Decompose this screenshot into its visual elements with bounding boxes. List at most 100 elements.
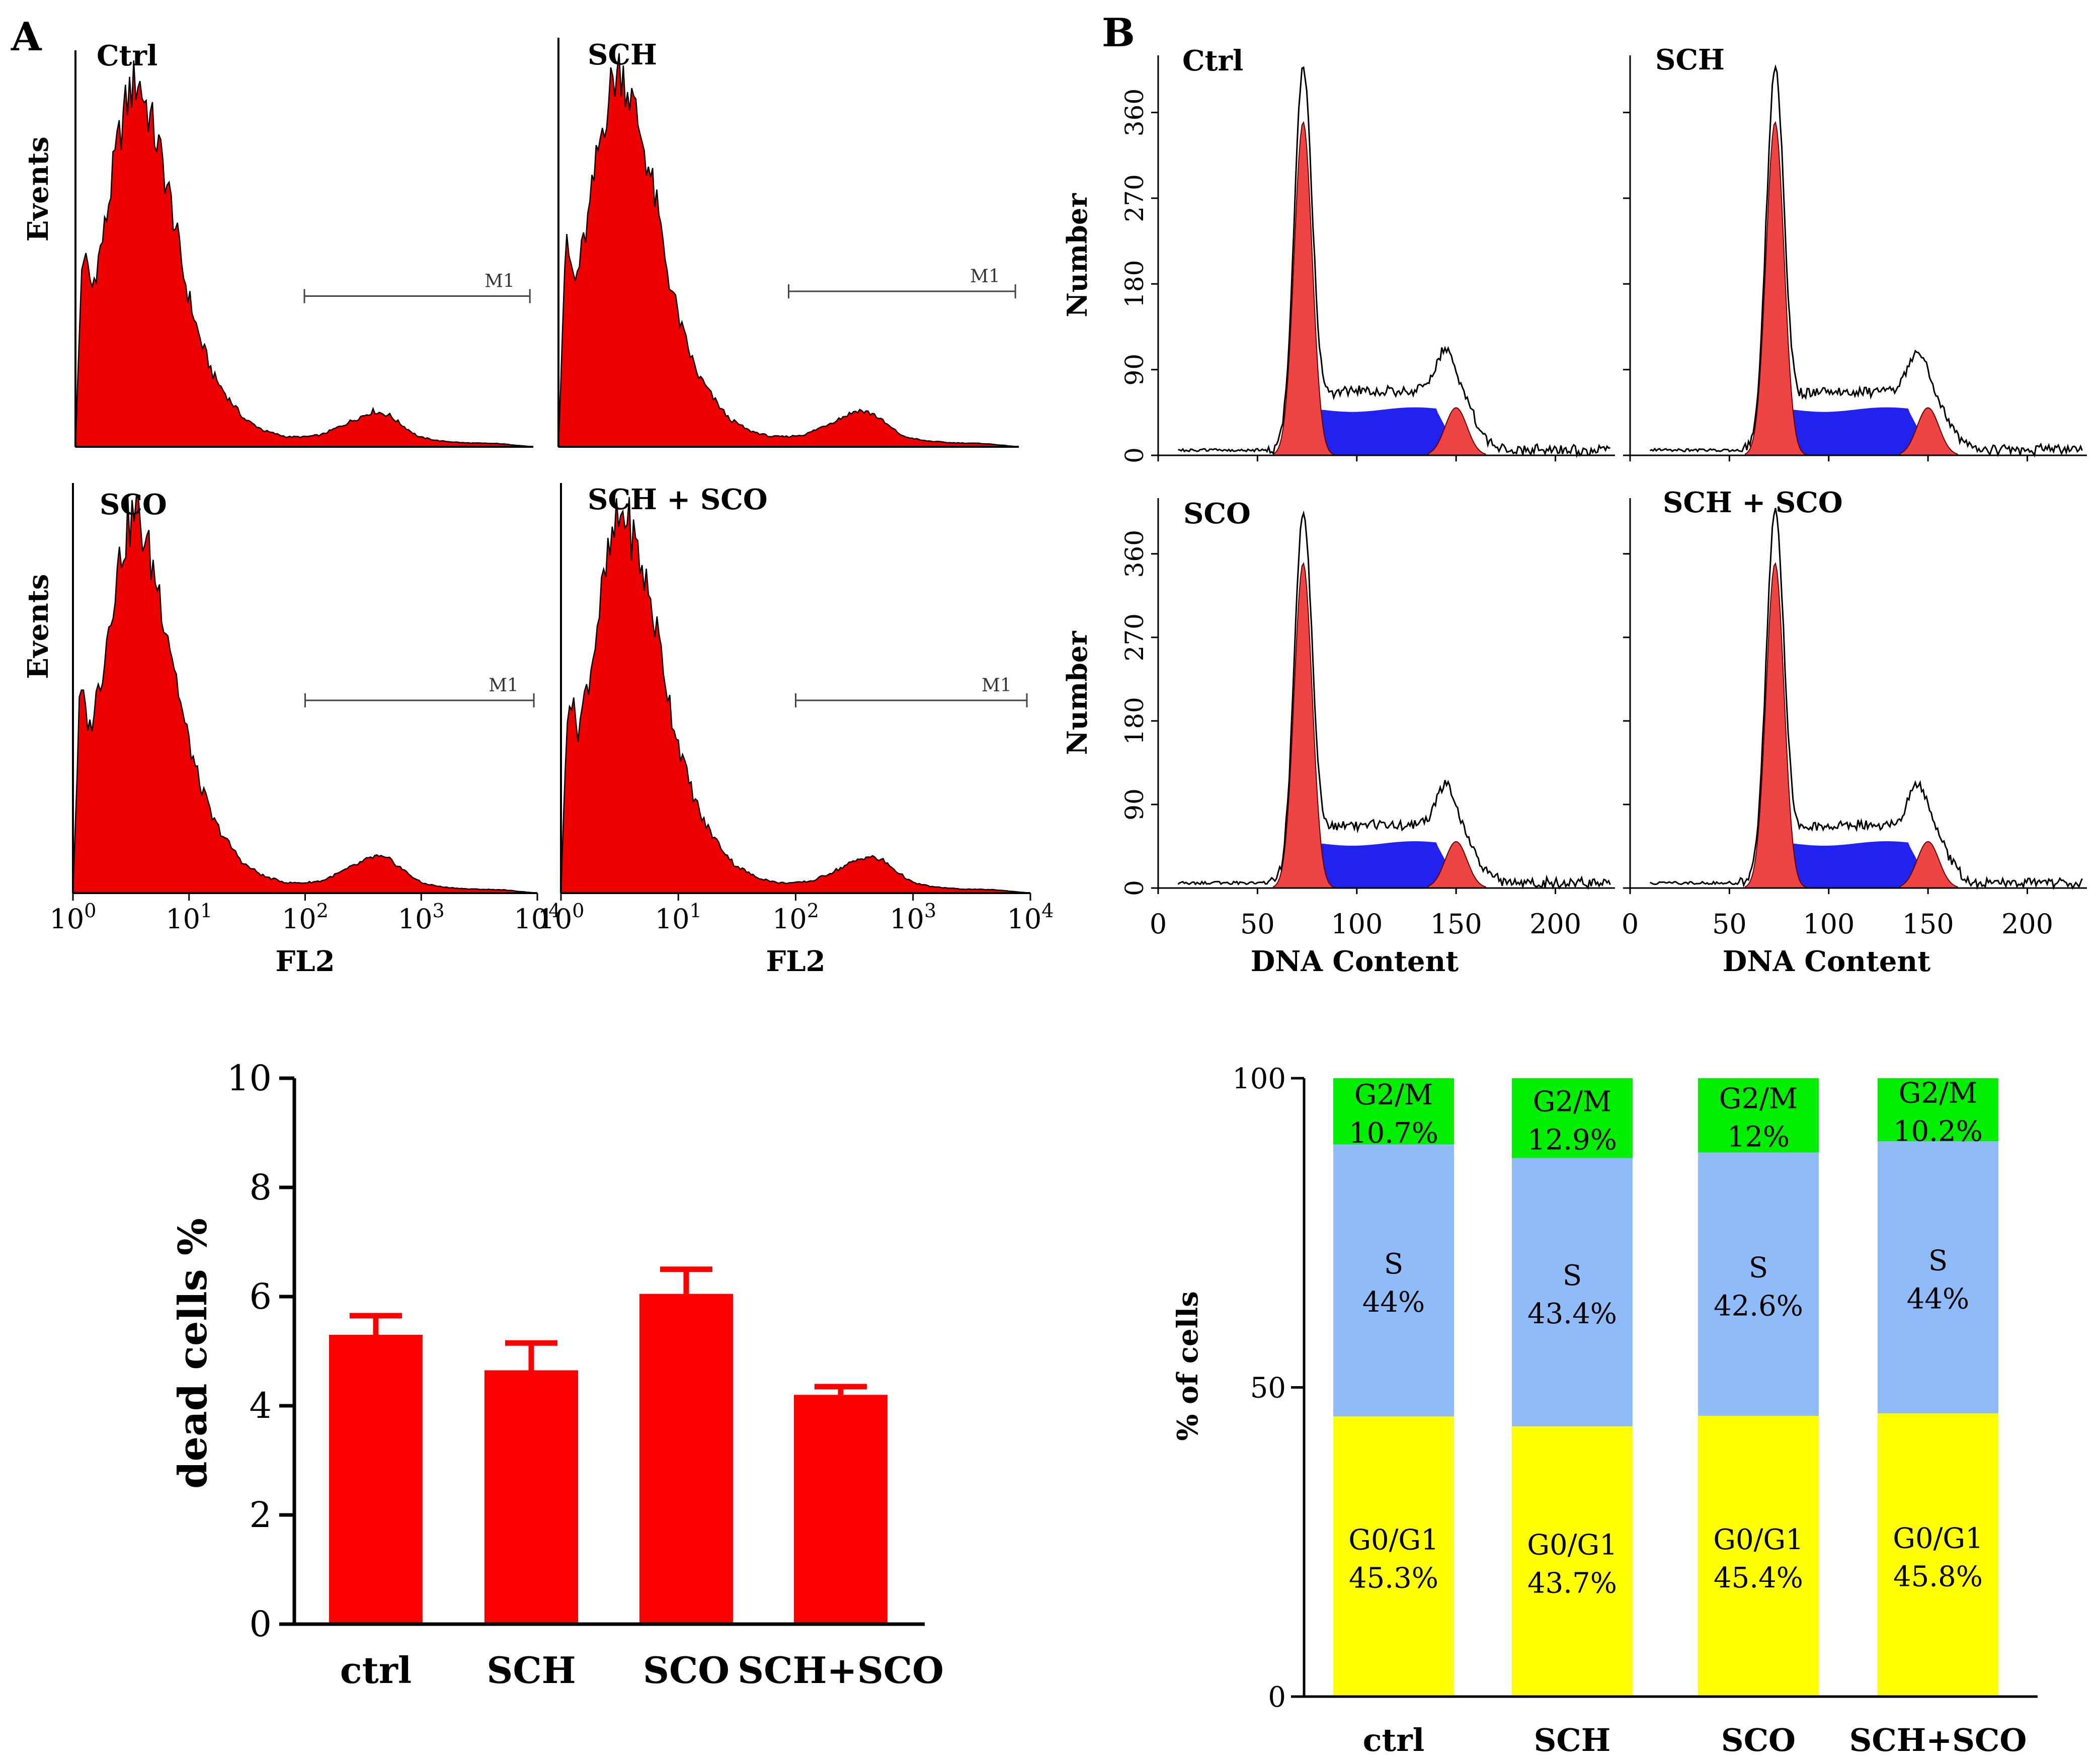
dna-panel-sco: 0 90 180 270 360 SCO Number 0 50 100 150 200 DNA Con… — [1061, 497, 1615, 978]
segment-value-label: 12.9% — [1527, 1124, 1617, 1156]
fl2-histogram-area — [560, 497, 1031, 894]
segment-phase-label: G0/G1 — [1893, 1522, 1983, 1555]
fl2-x-tick-label: 101 — [655, 900, 702, 935]
fl2-x-tick-label: 100 — [538, 900, 585, 935]
cycle-y-tick-label: 100 — [1232, 1063, 1286, 1095]
segment-g2-m — [1512, 1078, 1633, 1158]
tick-base: 10 — [1007, 903, 1042, 935]
segment-g2-m — [1333, 1078, 1454, 1145]
dead-y-tick-label: 4 — [249, 1385, 272, 1426]
dead-y-tick-label: 6 — [249, 1276, 272, 1317]
x-tick-label-sch-sco: SCH+SCO — [738, 1649, 944, 1692]
s-phase-area — [1309, 841, 1461, 888]
tick-base: 10 — [166, 903, 200, 935]
segment-g0-g1 — [1512, 1426, 1633, 1697]
dna-panel-title: SCH + SCO — [1663, 486, 1843, 519]
segment-phase-label: G0/G1 — [1713, 1524, 1804, 1556]
dna-panel-title: SCH — [1655, 43, 1725, 76]
segment-value-label: 10.7% — [1349, 1117, 1438, 1150]
segment-phase-label: G0/G1 — [1348, 1524, 1439, 1557]
g1-peak-area — [1273, 562, 1341, 889]
cycle-bar-group-sco: G0/G1 45.4% S 42.6% G2/M 12% SCO — [1698, 1078, 1819, 1758]
dna-x-tick-label: 200 — [1529, 908, 1581, 940]
x-tick-label-sch: SCH — [1534, 1722, 1611, 1758]
segment-phase-label: G2/M — [1719, 1083, 1798, 1115]
dna-y-axis-label: Number — [1061, 631, 1093, 755]
segment-value-label: 44% — [1362, 1286, 1425, 1319]
g1-peak-area — [1273, 121, 1341, 456]
fl2-x-axis-label: FL2 — [766, 945, 825, 978]
dead-cells-bar-chart: ctrl SCH SCO SCH+SCO 0 2 4 6 8 10 dead cells % — [170, 1058, 944, 1692]
segment-s — [1878, 1141, 1998, 1414]
fl2-x-tick-label: 103 — [398, 900, 445, 935]
segment-g2-m — [1698, 1078, 1819, 1153]
tick-exponent: 0 — [84, 900, 96, 922]
dna-x-axis-label: DNA Content — [1723, 945, 1931, 978]
fl2-histogram-area — [557, 53, 1019, 448]
fl2-x-tick-label: 101 — [166, 900, 212, 935]
dna-panel-ctrl: 0 90 180 270 360 Ctrl Number — [1061, 44, 1615, 463]
dna-envelope-line — [1177, 510, 1611, 890]
tick-exponent: 1 — [200, 900, 212, 922]
cycle-y-tick-label: 50 — [1250, 1372, 1286, 1405]
fl2-panel-sco: M1 SCO Events — [22, 483, 538, 894]
fl2-y-axis-label: Events — [22, 136, 55, 242]
g1-peak-area — [1745, 121, 1813, 456]
panel-label-b: B — [1102, 10, 1135, 56]
fl2-panel-title: SCO — [100, 488, 167, 521]
segment-phase-label: S — [1928, 1245, 1948, 1277]
dna-envelope-line — [1649, 508, 2083, 891]
cycle-y-tick-label: 0 — [1268, 1681, 1286, 1714]
bar-sco — [639, 1294, 733, 1624]
dna-x-tick-label: 100 — [1803, 908, 1854, 940]
g1-peak-area — [1745, 562, 1813, 889]
g2-peak-area — [1427, 841, 1487, 889]
g2-peak-area — [1899, 407, 1959, 456]
tick-base: 10 — [282, 903, 316, 935]
x-tick-label-sco: SCO — [1721, 1722, 1796, 1758]
fl2-panel-title: Ctrl — [97, 39, 157, 72]
dna-x-tick-label: 50 — [1712, 908, 1747, 940]
segment-phase-label: S — [1749, 1251, 1768, 1284]
cycle-bar-group-sch: G0/G1 43.7% S 43.4% G2/M 12.9% SCH — [1512, 1078, 1633, 1758]
segment-phase-label: G2/M — [1354, 1079, 1433, 1111]
segment-value-label: 43.7% — [1527, 1567, 1617, 1599]
dna-y-tick-label: 270 — [1120, 174, 1149, 222]
tick-base: 10 — [772, 903, 807, 935]
dead-y-tick-label: 10 — [227, 1058, 272, 1099]
tick-exponent: 3 — [924, 900, 936, 922]
g2-peak-area — [1899, 841, 1959, 889]
dna-x-tick-label: 0 — [1150, 908, 1167, 940]
fl2-panel-ctrl: M1 Ctrl Events — [22, 39, 534, 448]
s-phase-area — [1781, 841, 1932, 888]
dna-x-tick-label: 100 — [1331, 908, 1383, 940]
dead-y-tick-label: 2 — [249, 1494, 272, 1536]
cycle-bar-group-sch-sco: G0/G1 45.8% S 44% G2/M 10.2% SCH+SCO — [1849, 1077, 2027, 1758]
tick-base: 10 — [50, 903, 85, 935]
segment-value-label: 45.3% — [1349, 1562, 1438, 1595]
fl2-histogram-area — [74, 60, 534, 448]
s-phase-area — [1781, 407, 1932, 455]
x-tick-label-sch: SCH — [487, 1649, 576, 1692]
g2-peak-area — [1427, 407, 1487, 456]
x-tick-label-ctrl: ctrl — [1363, 1722, 1425, 1758]
dna-y-tick-label: 180 — [1120, 260, 1149, 308]
dna-panel-sch-sco: SCH + SCO 0 50 100 150 200 DNA Content — [1622, 486, 2087, 978]
tick-exponent: 4 — [1041, 900, 1054, 922]
segment-value-label: 42.6% — [1714, 1290, 1803, 1322]
dead-y-tick-label: 8 — [249, 1167, 272, 1208]
tick-base: 10 — [890, 903, 924, 935]
dna-x-tick-label: 50 — [1240, 908, 1275, 940]
segment-value-label: 45.8% — [1893, 1561, 1983, 1593]
cycle-bar-group-ctrl: G0/G1 45.3% S 44% G2/M 10.7% ctrl — [1333, 1078, 1454, 1758]
dna-x-tick-label: 200 — [2001, 908, 2053, 940]
fl2-panel-sch-sco: M1 SCH + SCO — [560, 483, 1031, 894]
fl2-x-axis-label: FL2 — [275, 945, 335, 978]
segment-s — [1698, 1152, 1819, 1416]
dna-x-tick-label: 150 — [1430, 908, 1482, 940]
fl2-panel-title: SCH — [588, 38, 657, 71]
panel-label-a: A — [11, 14, 42, 60]
dna-envelope-line — [1178, 66, 1610, 458]
dna-x-tick-label: 0 — [1622, 908, 1639, 940]
